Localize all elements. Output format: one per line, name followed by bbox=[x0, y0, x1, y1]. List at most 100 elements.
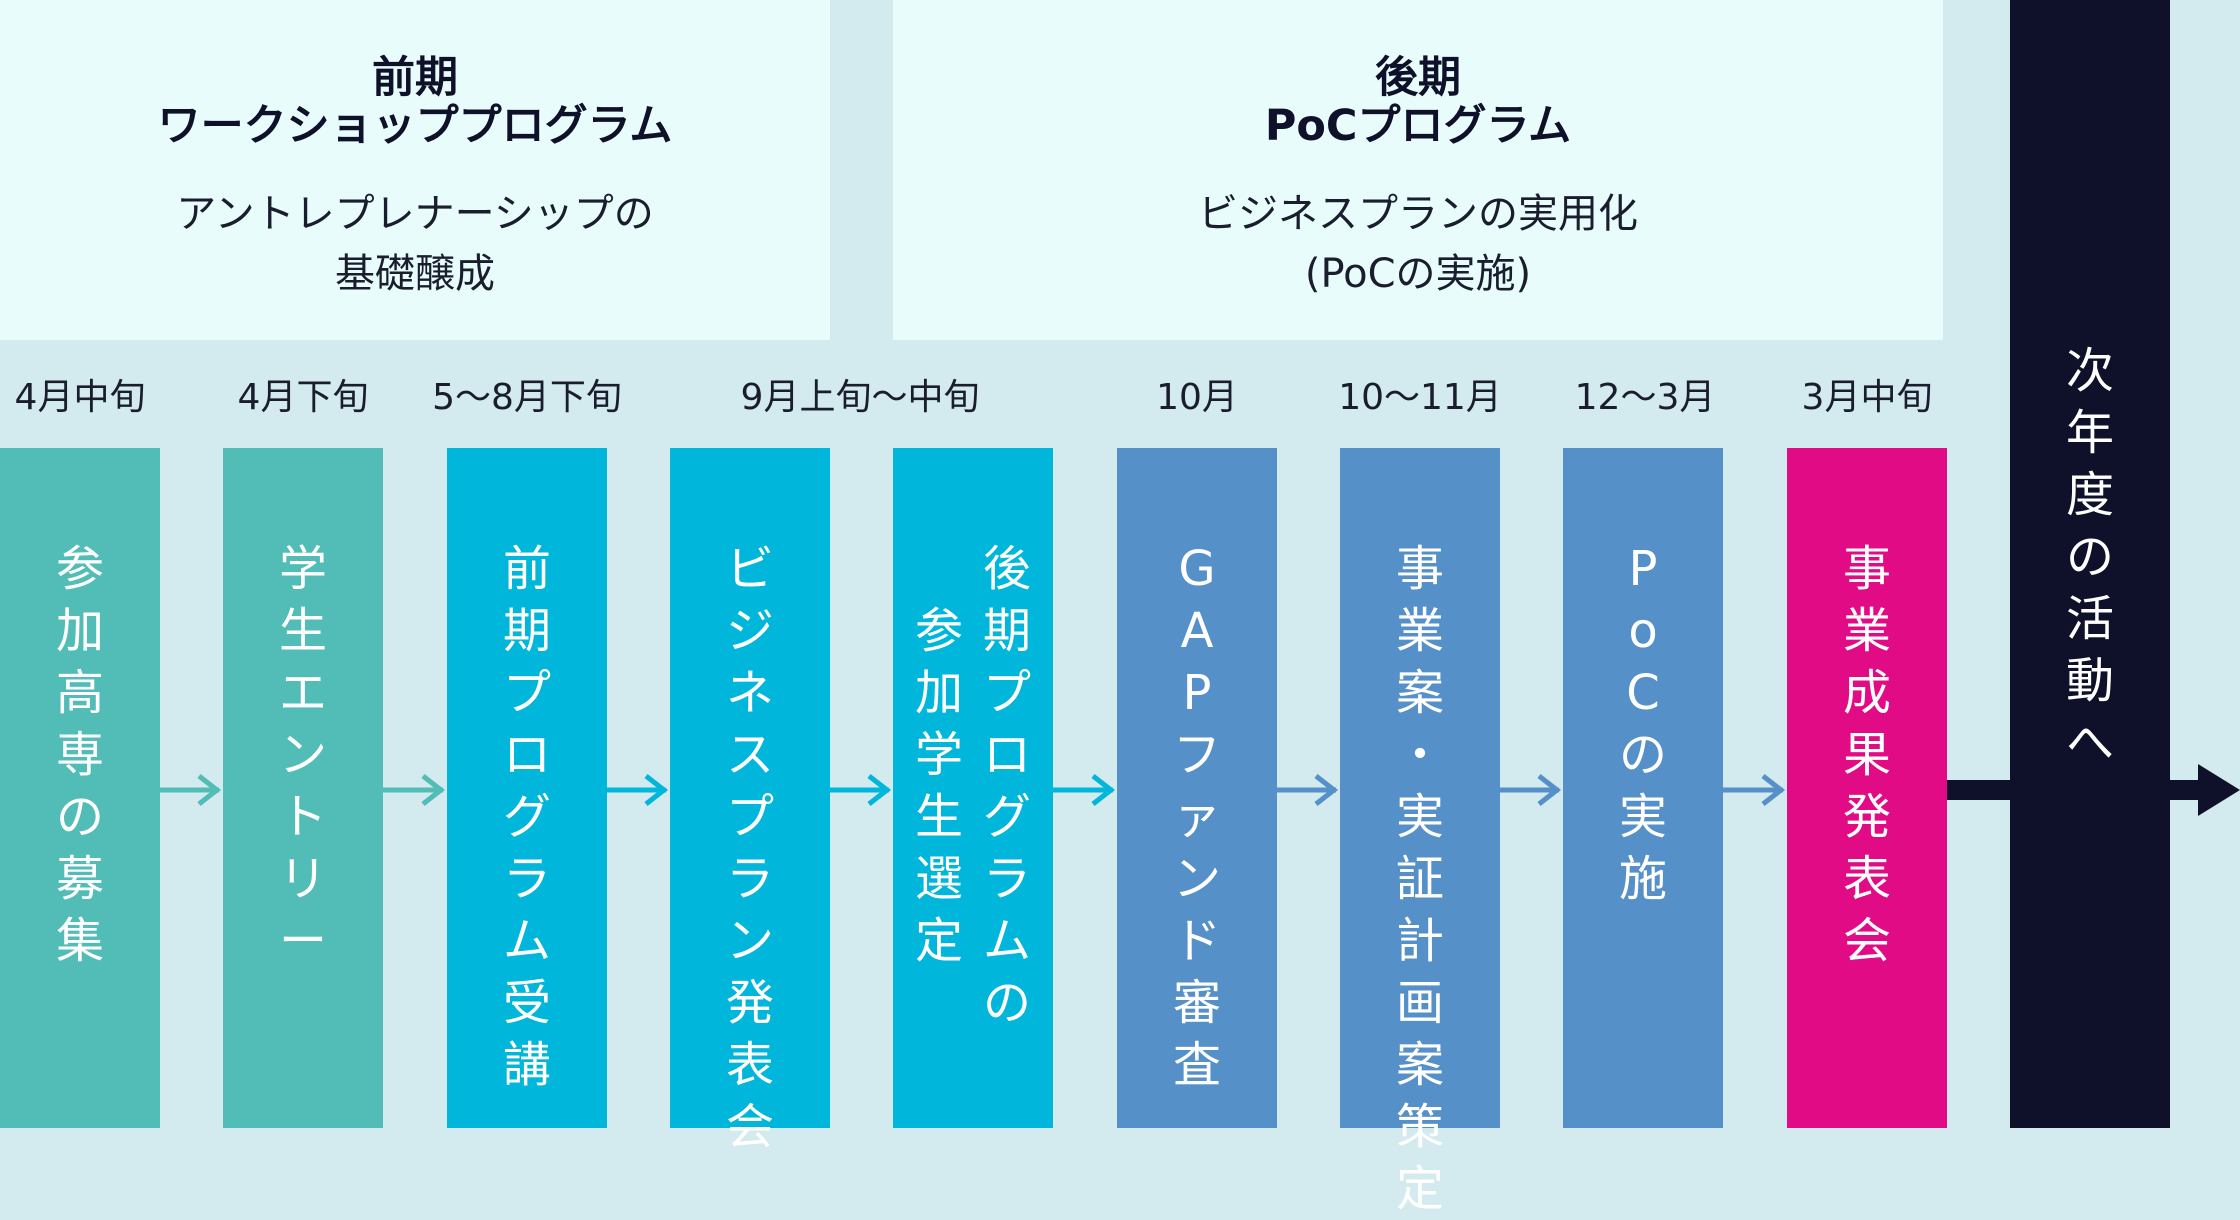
step-label-char: の bbox=[982, 975, 1031, 1031]
phase-description: アントレプレナーシップの 基礎醸成 bbox=[176, 191, 654, 297]
phase-title: 前期 ワークショッププログラム bbox=[157, 53, 673, 151]
step-label-char: 表 bbox=[725, 1037, 774, 1093]
step-label-char: ス bbox=[725, 727, 774, 783]
next-year-char: 度 bbox=[2065, 467, 2114, 523]
step-label-char: 生 bbox=[278, 603, 327, 659]
step-label-char: 後 bbox=[982, 541, 1031, 597]
step-label-char: 期 bbox=[502, 603, 551, 659]
step-box: 事業案・実証計画案策定 bbox=[1340, 448, 1500, 1217]
step-label-char: 審 bbox=[1172, 975, 1221, 1031]
step-label-char: 選 bbox=[914, 851, 963, 907]
step-label-char: 会 bbox=[725, 1099, 774, 1155]
step-label-column: 事業成果発表会 bbox=[1840, 538, 1894, 1128]
step-label-char: ト bbox=[278, 789, 327, 845]
step-label-char: 実 bbox=[1395, 789, 1444, 845]
phase-title: 後期 PoCプログラム bbox=[1264, 53, 1572, 151]
step-label-column: 後期プログラムの bbox=[980, 538, 1034, 1128]
flow-arrow-head bbox=[644, 774, 669, 806]
phase-panel-second: 後期 PoCプログラム ビジネスプランの実用化 (PoCの実施) bbox=[893, 0, 1943, 340]
step-label-char: o bbox=[1628, 603, 1658, 659]
step-label-char: 受 bbox=[502, 975, 551, 1031]
flow-arrow-head bbox=[197, 774, 222, 806]
step-label-char: グ bbox=[502, 789, 551, 845]
step-label-char: の bbox=[1618, 727, 1667, 783]
step-label-char: ラ bbox=[502, 851, 551, 907]
step-label-char: ム bbox=[502, 913, 551, 969]
flow-arrow-head bbox=[1091, 774, 1116, 806]
step-label-char: 案 bbox=[1395, 665, 1444, 721]
next-year-char: 次 bbox=[2065, 343, 2114, 399]
step-label-char: P bbox=[1628, 541, 1658, 597]
date-label: 4月中旬 bbox=[14, 377, 146, 418]
next-year-char: 活 bbox=[2065, 591, 2114, 647]
step-label-char: 発 bbox=[1842, 789, 1891, 845]
step-box: 事業成果発表会 bbox=[1787, 448, 1947, 1128]
step-label-char: 加 bbox=[55, 603, 104, 659]
step-box: 参加高専の募集 bbox=[0, 448, 160, 1128]
next-year-char: へ bbox=[2065, 715, 2114, 771]
step-label-char: プ bbox=[502, 665, 551, 721]
step-label-char: 定 bbox=[1395, 1161, 1444, 1217]
step-label-char: 証 bbox=[1395, 851, 1444, 907]
step-label-char: 成 bbox=[1842, 665, 1891, 721]
step-label-char: 画 bbox=[1395, 975, 1444, 1031]
step-label-char: 業 bbox=[1395, 603, 1444, 659]
step-label-char: ロ bbox=[982, 727, 1031, 783]
step-label-char: 加 bbox=[914, 665, 963, 721]
step-label-char: ー bbox=[278, 913, 327, 969]
date-label: 12〜3月 bbox=[1574, 377, 1716, 418]
step-label-char: ネ bbox=[725, 665, 774, 721]
step-label-char: 募 bbox=[55, 851, 104, 907]
step-label-char: ァ bbox=[1172, 789, 1221, 845]
next-year-label: 次年度の活動へ bbox=[2063, 340, 2117, 1128]
step-label-char: 会 bbox=[1842, 913, 1891, 969]
date-label: 5〜8月下旬 bbox=[432, 377, 622, 418]
step-label-char: 高 bbox=[55, 665, 104, 721]
flow-arrow-head bbox=[867, 774, 892, 806]
step-label-char: 学 bbox=[914, 727, 963, 783]
step-label-char: 業 bbox=[1842, 603, 1891, 659]
step-box: 学生エントリー bbox=[223, 448, 383, 1128]
date-label: 10〜11月 bbox=[1338, 377, 1502, 418]
step-label-char: プ bbox=[982, 665, 1031, 721]
phase-panel-first: 前期 ワークショッププログラム アントレプレナーシップの 基礎醸成 bbox=[0, 0, 830, 340]
next-year-char: の bbox=[2065, 529, 2114, 585]
date-label: 3月中旬 bbox=[1801, 377, 1933, 418]
step-label-char: ビ bbox=[725, 541, 774, 597]
step-label-char: ジ bbox=[725, 603, 774, 659]
step-label-char: 発 bbox=[725, 975, 774, 1031]
step-label-char: 学 bbox=[278, 541, 327, 597]
step-label-column: 前期プログラム受講 bbox=[500, 538, 554, 1128]
step-label-char: C bbox=[1626, 665, 1660, 721]
step-box: 前期プログラム受講 bbox=[447, 448, 607, 1128]
step-label-column: 参加学生選定 bbox=[912, 600, 966, 1128]
step-label-char: 策 bbox=[1395, 1099, 1444, 1155]
flow-arrow-head bbox=[1314, 774, 1339, 806]
step-label-char: 計 bbox=[1395, 913, 1444, 969]
date-label: 4月下旬 bbox=[237, 377, 369, 418]
step-box: ビジネスプラン発表会 bbox=[670, 448, 830, 1155]
step-label-char: ラ bbox=[725, 851, 774, 907]
step-label-char: ン bbox=[278, 727, 327, 783]
step-label-char: ロ bbox=[502, 727, 551, 783]
final-arrow-head bbox=[2198, 764, 2240, 816]
step-label-column: 学生エントリー bbox=[276, 538, 330, 1128]
step-box: 後期プログラムの参加学生選定 bbox=[893, 448, 1053, 1128]
step-label-char: 事 bbox=[1395, 541, 1444, 597]
phase-description: ビジネスプランの実用化 (PoCの実施) bbox=[1198, 191, 1638, 297]
step-label-char: フ bbox=[1172, 727, 1221, 783]
step-label-char: プ bbox=[725, 789, 774, 845]
flow-arrow-head bbox=[1761, 774, 1786, 806]
step-label-char: リ bbox=[278, 851, 327, 907]
step-label-column: ビジネスプラン発表会 bbox=[723, 538, 777, 1155]
step-label-char: 講 bbox=[502, 1037, 551, 1093]
date-label: 10月 bbox=[1156, 377, 1238, 418]
next-year-char: 動 bbox=[2065, 653, 2114, 709]
step-label-char: ン bbox=[1172, 851, 1221, 907]
step-label-char: 前 bbox=[502, 541, 551, 597]
step-label-char: グ bbox=[982, 789, 1031, 845]
step-label-char: の bbox=[55, 789, 104, 845]
